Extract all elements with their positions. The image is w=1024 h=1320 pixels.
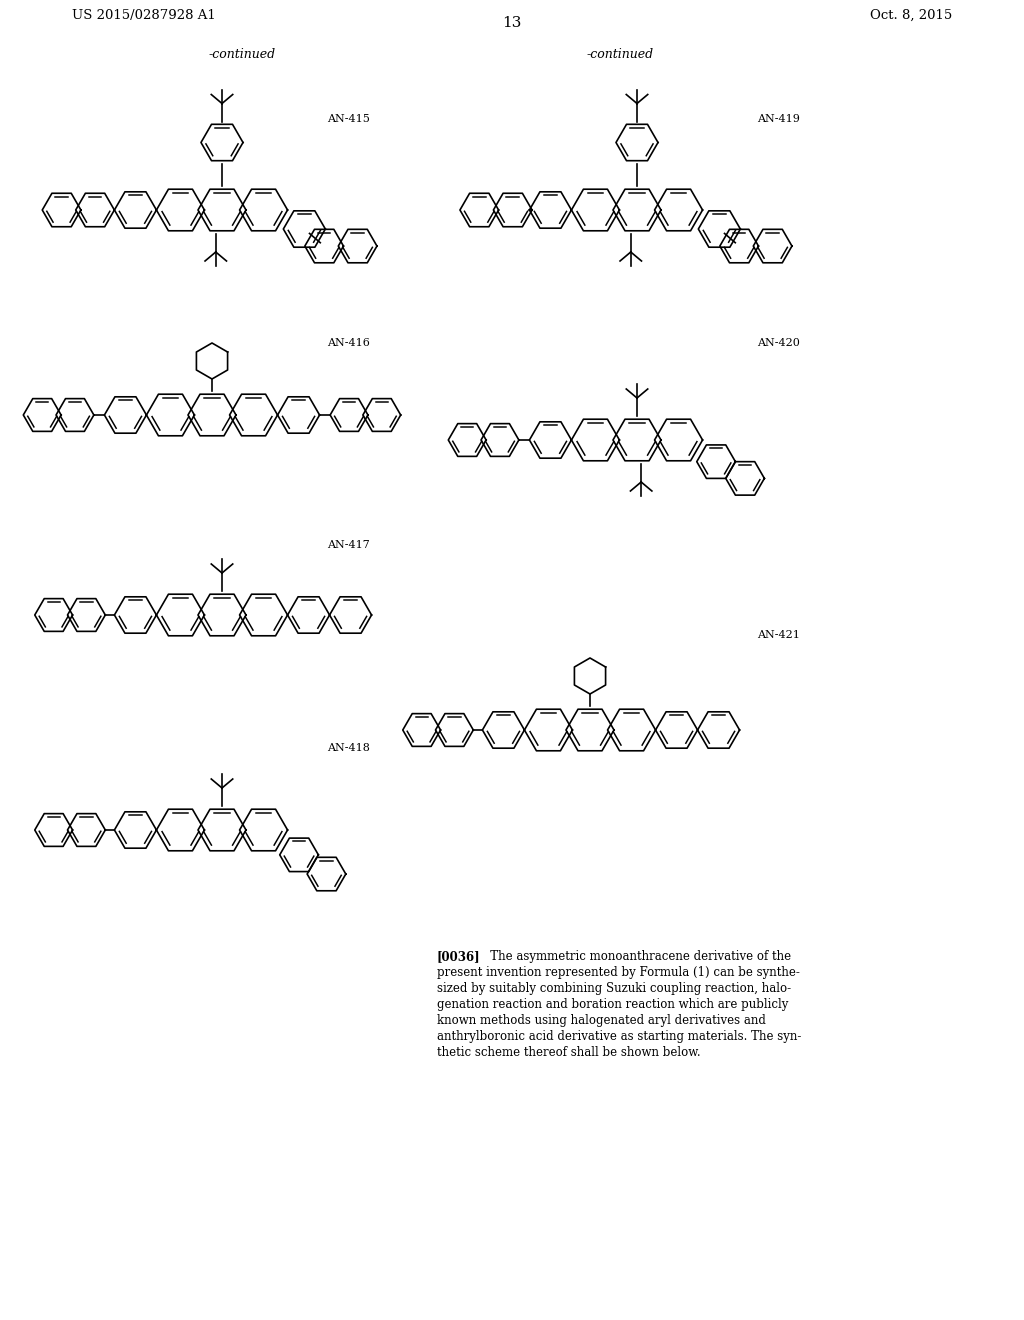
Text: -continued: -continued [209,49,275,62]
Text: -continued: -continued [587,49,653,62]
Text: AN-419: AN-419 [757,114,800,124]
Text: US 2015/0287928 A1: US 2015/0287928 A1 [72,8,216,21]
Text: present invention represented by Formula (1) can be synthe-: present invention represented by Formula… [437,966,800,979]
Text: anthrylboronic acid derivative as starting materials. The syn-: anthrylboronic acid derivative as starti… [437,1030,802,1043]
Text: AN-415: AN-415 [327,114,370,124]
Text: AN-417: AN-417 [328,540,370,550]
Text: AN-416: AN-416 [327,338,370,348]
Text: genation reaction and boration reaction which are publicly: genation reaction and boration reaction … [437,998,788,1011]
Text: Oct. 8, 2015: Oct. 8, 2015 [869,8,952,21]
Text: AN-418: AN-418 [327,743,370,752]
Text: AN-421: AN-421 [757,630,800,640]
Text: AN-420: AN-420 [757,338,800,348]
Text: known methods using halogenated aryl derivatives and: known methods using halogenated aryl der… [437,1014,766,1027]
Text: 13: 13 [503,16,521,30]
Text: [0036]: [0036] [437,950,480,964]
Text: sized by suitably combining Suzuki coupling reaction, halo-: sized by suitably combining Suzuki coupl… [437,982,792,995]
Text: thetic scheme thereof shall be shown below.: thetic scheme thereof shall be shown bel… [437,1045,700,1059]
Text: The asymmetric monoanthracene derivative of the: The asymmetric monoanthracene derivative… [479,950,792,964]
